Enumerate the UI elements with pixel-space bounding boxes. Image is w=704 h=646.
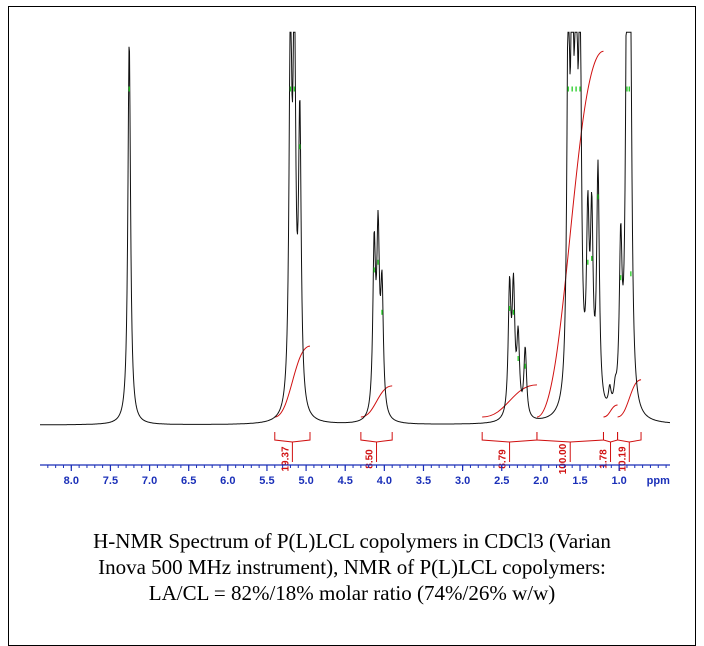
integral-bracket-0: 19.37 [274, 432, 311, 472]
caption-line-2: Inova 500 MHz instrument), NMR of P(L)LC… [98, 555, 606, 579]
tick-label-2: 7.0 [142, 475, 157, 487]
integral-bracket-3: 100.00 [536, 432, 604, 474]
tick-label-10: 3.0 [455, 475, 470, 487]
integral-value-1: 8.50 [365, 449, 376, 469]
integral-value-0: 19.37 [280, 446, 291, 471]
tick-label-8: 4.0 [377, 475, 392, 487]
tick-label-5: 5.5 [259, 475, 274, 487]
integral-curve-3 [536, 50, 604, 418]
integral-value-3: 100.00 [558, 443, 569, 474]
integral-bracket-2: 8.79 [481, 432, 538, 469]
integral-curve-5 [617, 379, 642, 418]
peak-markers [128, 86, 632, 369]
caption-line-1: H-NMR Spectrum of P(L)LCL copolymers in … [93, 529, 611, 553]
axis-unit-label: ppm [647, 475, 670, 487]
tick-label-3: 6.5 [181, 475, 196, 487]
integral-curve-0 [274, 345, 311, 418]
integral-curve-2 [482, 384, 537, 418]
tick-label-12: 2.0 [533, 475, 548, 487]
ppm-axis: 8.0 7.5 7.0 6.5 6.0 5.5 5.0 4.5 4.0 3.5 3.0 2.5 2.0 1… [40, 464, 670, 487]
integral-value-2: 8.79 [498, 449, 509, 469]
spectrum-trace [40, 31, 670, 426]
integral-bracket-4: 1.78 [599, 432, 619, 469]
tick-label-14: 1.0 [611, 475, 626, 487]
tick-label-13: 1.5 [572, 475, 587, 487]
integral-curve-1 [360, 385, 393, 418]
caption-line-3: LA/CL = 82%/18% molar ratio (74%/26% w/w… [148, 581, 556, 605]
integral-value-4: 1.78 [599, 449, 610, 469]
integral-bracket-1: 8.50 [360, 432, 393, 469]
tick-label-4: 6.0 [220, 475, 235, 487]
tick-label-11: 2.5 [494, 475, 509, 487]
nmr-spectrum-chart: 19.37 8.50 8.79 100.00 1.78 10.19 8.0 7.5 7.0 6.… [40, 31, 670, 487]
tick-label-9: 3.5 [416, 475, 431, 487]
integral-value-5: 10.19 [617, 446, 628, 471]
integral-brackets: 19.37 8.50 8.79 100.00 1.78 10.19 [274, 432, 642, 474]
integral-bracket-5: 10.19 [617, 432, 642, 472]
tick-label-1: 7.5 [103, 475, 118, 487]
integral-curves [274, 50, 642, 418]
integral-curve-4 [603, 404, 618, 418]
tick-label-6: 5.0 [298, 475, 313, 487]
tick-label-7: 4.5 [338, 475, 353, 487]
tick-label-0: 8.0 [64, 475, 79, 487]
